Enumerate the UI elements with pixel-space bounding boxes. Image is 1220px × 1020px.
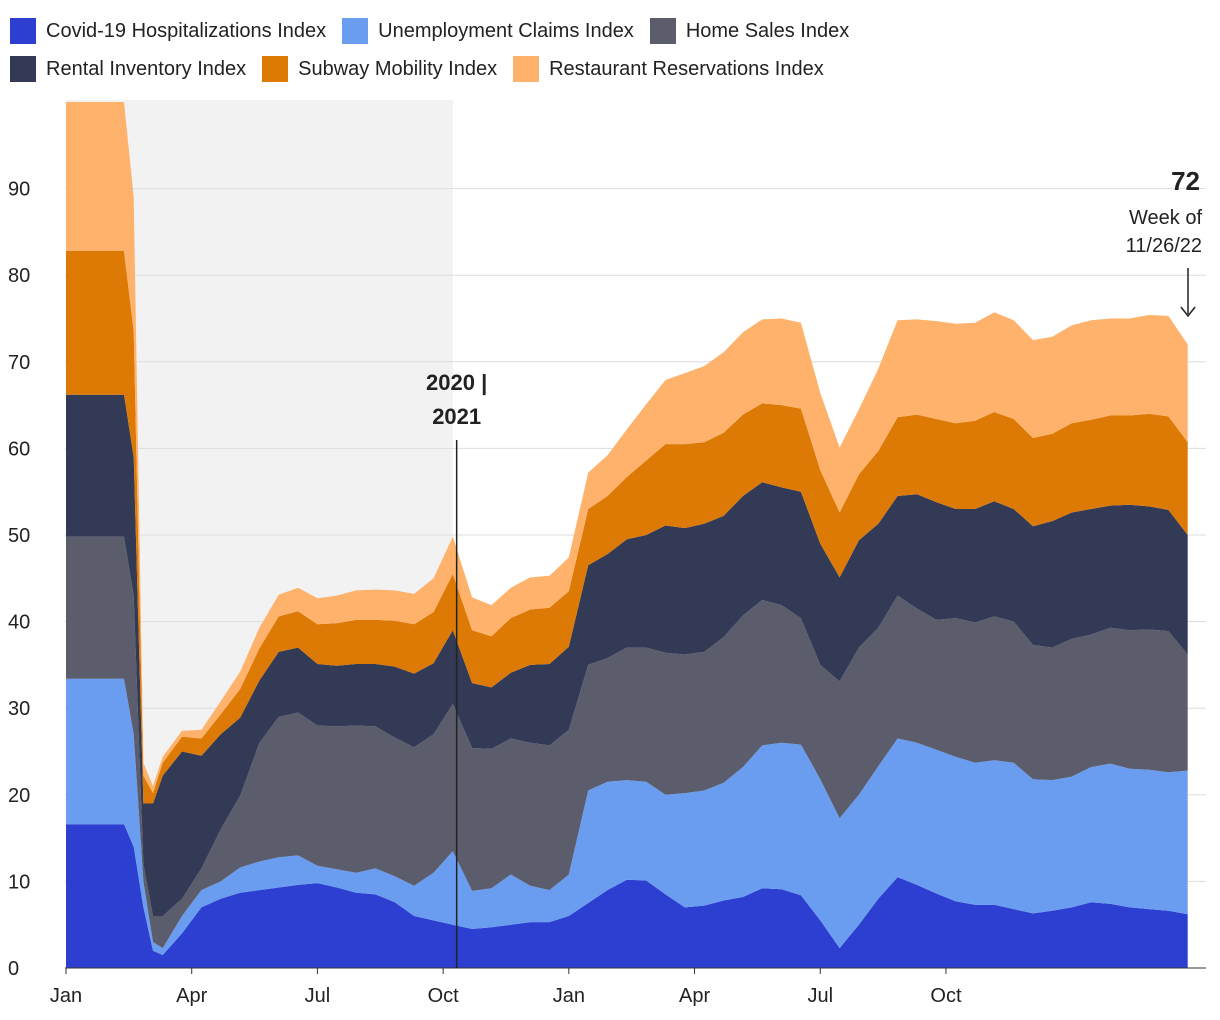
end-arrow-head [1180,306,1196,318]
x-tick-label: Jan [553,985,585,1007]
x-tick-label: Jul [807,985,833,1007]
y-tick-label: 90 [8,179,30,201]
end-value-label: 72 [1171,166,1200,196]
year-label-2020: 2020 | [426,370,487,395]
x-tick-label: Jul [305,985,331,1007]
legend-swatch-unemployment [342,18,369,44]
legend-item-subway: Subway Mobility Index [262,56,497,82]
legend-item-unemployment: Unemployment Claims Index [342,18,634,44]
y-tick-label: 20 [8,785,30,807]
legend-label-rental: Rental Inventory Index [46,57,247,80]
legend-item-covid: Covid-19 Hospitalizations Index [10,18,326,44]
y-tick-label: 30 [8,698,30,720]
legend-row-2: Rental Inventory Index Subway Mobility I… [10,50,1010,88]
legend-label-covid: Covid-19 Hospitalizations Index [46,19,327,42]
legend-swatch-rental [10,56,36,82]
legend-label-unemployment: Unemployment Claims Index [378,19,634,42]
legend-item-restaurant: Restaurant Reservations Index [513,56,824,82]
area-series-2 [66,678,1188,955]
area-series-6 [66,102,1188,794]
y-tick-label: 40 [8,612,30,634]
legend-swatch-restaurant [513,56,540,82]
x-tick-label: Apr [176,985,207,1007]
y-tick-label: 0 [8,958,19,980]
x-tick-label: Apr [679,985,710,1007]
legend-label-subway: Subway Mobility Index [298,57,498,80]
legend: Covid-19 Hospitalizations Index Unemploy… [10,12,1010,88]
x-tick-label: Jan [50,985,82,1007]
y-tick-label: 60 [8,438,30,460]
legend-item-home-sales: Home Sales Index [649,18,850,44]
year-label-2021: 2021 [432,404,481,429]
y-tick-label: 70 [8,352,30,374]
end-date-label: 11/26/22 [1126,235,1202,257]
legend-row-1: Covid-19 Hospitalizations Index Unemploy… [10,12,1010,50]
area-series-3 [66,536,1188,949]
x-tick-label: Oct [428,985,460,1007]
area-series-4 [66,394,1188,916]
legend-swatch-covid [10,18,36,44]
legend-label-restaurant: Restaurant Reservations Index [549,57,824,80]
y-tick-label: 10 [8,871,30,893]
legend-swatch-home-sales [649,18,676,44]
end-week-label: Week of [1129,207,1202,229]
legend-label-home-sales: Home Sales Index [685,19,850,42]
y-tick-label: 50 [8,525,30,547]
y-tick-label: 80 [8,265,30,287]
legend-item-rental: Rental Inventory Index [10,56,246,82]
x-tick-label: Oct [930,985,962,1007]
area-series-5 [66,251,1188,804]
area-series-1 [66,824,1188,968]
legend-swatch-subway [262,56,289,82]
